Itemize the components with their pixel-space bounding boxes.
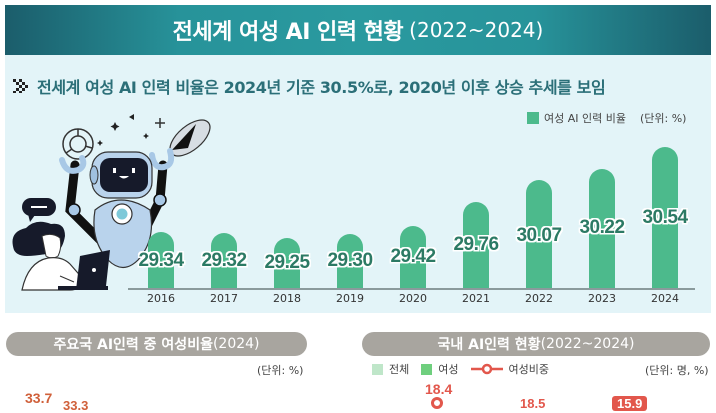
section-title-bold: 주요국 AI인력 중 여성비율 [53, 337, 213, 353]
legend-swatch-total [372, 363, 383, 375]
x-tick-label: 2017 [210, 292, 238, 305]
section-title-bold: 국내 AI인력 현황 [437, 337, 541, 353]
bar-2022 [526, 180, 552, 288]
donut-chart-icon [62, 128, 94, 160]
bar-2021 [463, 202, 489, 288]
headline-text: 전세계 여성 AI 인력 비율은 2024년 기준 30.5%로, 2020년 … [37, 78, 606, 97]
bar-value-label: 29.32 [201, 250, 247, 271]
legend-label-ratio: 여성비중 [508, 363, 549, 376]
bar-2017 [211, 233, 237, 288]
x-tick-label: 2018 [273, 292, 301, 305]
country-value: 33.3 [63, 398, 89, 413]
title-banner: 전세계 여성 AI 인력 현황 (2022~2024) [5, 5, 711, 55]
page-subtitle: (2022~2024) [409, 18, 544, 42]
chat-bubble-icon [22, 198, 56, 222]
x-tick-label: 2016 [147, 292, 175, 305]
bar-value-label: 30.07 [516, 225, 562, 246]
bar-value-label: 29.76 [453, 234, 499, 255]
x-tick-label: 2024 [651, 292, 679, 305]
headline: 전세계 여성 AI 인력 비율은 2024년 기준 30.5%로, 2020년 … [13, 74, 606, 98]
section-title-domestic: 국내 AI인력 현황 (2022~2024) [362, 332, 710, 356]
x-tick-label: 2019 [336, 292, 364, 305]
line-marker-icon [470, 363, 503, 375]
page-title: 전세계 여성 AI 인력 현황 [172, 20, 404, 45]
laptop-icon [58, 250, 110, 290]
bar-2019 [337, 234, 363, 288]
x-tick-label: 2022 [525, 292, 553, 305]
legend-label: 여성 AI 인력 비율 [544, 112, 626, 125]
ratio-marker [431, 397, 443, 409]
unit-label: (단위: %) [257, 364, 304, 377]
x-axis-line [128, 288, 695, 290]
unit-label: (단위: 명, %) [645, 364, 709, 377]
unit-label: (단위: %) [639, 112, 687, 125]
ratio-value: 18.4 [425, 381, 453, 397]
legend-label-total: 전체 [389, 363, 410, 376]
double-chevron-right-icon [13, 79, 28, 93]
legend-swatch-female [421, 363, 433, 375]
legend-swatch [527, 112, 539, 124]
bar-value-label: 29.42 [390, 246, 436, 267]
section-title-year: (2024) [212, 336, 260, 352]
bar-value-label: 30.54 [642, 207, 688, 228]
woman-icon [12, 221, 85, 291]
ratio-value-badge: 15.9 [612, 396, 648, 411]
section-title-year: (2022~2024) [540, 336, 635, 352]
bar-2023 [589, 169, 615, 288]
x-tick-label: 2021 [462, 292, 490, 305]
bar-2018 [274, 238, 300, 288]
robot-woman-illustration [12, 114, 211, 291]
bar-2016 [148, 232, 174, 288]
bar-value-label: 30.22 [579, 217, 625, 238]
country-value: 33.7 [25, 390, 53, 406]
bar-value-label: 29.34 [138, 250, 184, 271]
bar-2020 [400, 226, 426, 288]
bar-value-label: 29.25 [264, 252, 310, 273]
chart-legend: 여성 AI 인력 비율 (단위: %) [527, 110, 686, 126]
bar-2024 [652, 147, 678, 288]
legend-label-female: 여성 [438, 363, 459, 376]
domestic-legend: 전체 여성 여성비중 [372, 361, 561, 377]
ratio-value: 18.5 [520, 396, 546, 411]
sparkle-icons [97, 114, 149, 146]
x-tick-label: 2020 [399, 292, 427, 305]
bar-value-label: 29.30 [327, 250, 373, 271]
section-title-countries: 주요국 AI인력 중 여성비율 (2024) [6, 332, 307, 356]
x-tick-label: 2023 [588, 292, 616, 305]
